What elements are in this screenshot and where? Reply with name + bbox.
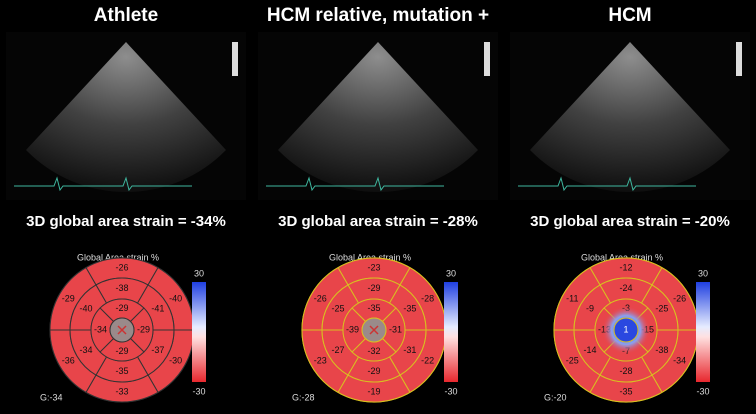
colorbar-min: -30 (192, 386, 205, 396)
segment-value: -29 (62, 293, 75, 303)
strain-label: 3D global area strain = -34% (26, 213, 226, 230)
segment-value: -41 (151, 304, 164, 314)
bullseye: -12-26-34-35-25-11-24-25-38-28-14-9-3-15… (553, 257, 699, 403)
segment-value: -12 (619, 262, 632, 272)
segment-value: -29 (367, 283, 380, 293)
segment-value: -9 (586, 304, 594, 314)
segment-value: -40 (169, 293, 182, 303)
segment-value: -35 (619, 386, 632, 396)
segment-value: -34 (94, 324, 107, 334)
apex-mark (117, 325, 127, 335)
echo-cone (278, 42, 478, 193)
bullseye: -26-40-30-33-36-29-38-41-37-35-34-40 -29-… (49, 257, 195, 403)
segment-value: -22 (421, 355, 434, 365)
bullseye: -23-28-22-19-23-26-29-35-31-29-27-25 -35-… (301, 257, 447, 403)
ecg-trace (14, 176, 192, 192)
segment-value: -34 (80, 345, 93, 355)
colorbar-max: 30 (698, 268, 708, 278)
segment-value: -26 (673, 293, 686, 303)
segment-value: -35 (115, 366, 128, 376)
segment-value: -26 (314, 293, 327, 303)
segment-value: -26 (115, 262, 128, 272)
apex-mark (369, 325, 379, 335)
segment-value: -25 (655, 304, 668, 314)
global-value: G:-20 (544, 392, 567, 402)
strain-label: 3D global area strain = -28% (278, 213, 478, 230)
plot-title: Global Area strain % (77, 252, 159, 262)
ecg-trace (266, 176, 444, 192)
segment-value: -36 (62, 355, 75, 365)
echo-cone (26, 42, 226, 193)
segment-value: -38 (655, 345, 668, 355)
panel-title: Athlete (94, 5, 158, 26)
apex (613, 317, 639, 343)
segment-value: -29 (115, 303, 128, 313)
colorbar-min: -30 (696, 386, 709, 396)
segment-value: -30 (169, 355, 182, 365)
colorbar (192, 282, 206, 382)
colorbar (444, 282, 458, 382)
colorbar-max: 30 (446, 268, 456, 278)
segment-value: -29 (367, 366, 380, 376)
echo-scale (484, 42, 490, 76)
segment-value: -31 (389, 324, 402, 334)
segment-value: -29 (115, 346, 128, 356)
segment-value: -28 (619, 366, 632, 376)
segment-value: -39 (346, 324, 359, 334)
segment-value: -31 (403, 345, 416, 355)
plot-title: Global Area strain % (581, 252, 663, 262)
segment-value: -32 (367, 346, 380, 356)
segment-value: -25 (332, 304, 345, 314)
segment-value: -35 (403, 304, 416, 314)
segment-value: -34 (673, 355, 686, 365)
panel-title: HCM relative, mutation + (267, 5, 489, 26)
echo-scale (232, 42, 238, 76)
segment-value: -29 (137, 324, 150, 334)
plot-title: Global Area strain % (329, 252, 411, 262)
segment-value: -23 (314, 355, 327, 365)
segment-value: -28 (421, 293, 434, 303)
colorbar-max: 30 (194, 268, 204, 278)
apex-value: 1 (623, 324, 628, 334)
segment-value: -27 (332, 345, 345, 355)
segment-value: -24 (619, 283, 632, 293)
segment-value: -37 (151, 345, 164, 355)
panel-title: HCM (608, 5, 651, 26)
segment-value: -38 (115, 283, 128, 293)
strain-label: 3D global area strain = -20% (530, 213, 730, 230)
segment-value: -23 (367, 262, 380, 272)
segment-value: -40 (80, 304, 93, 314)
colorbar-min: -30 (444, 386, 457, 396)
segment-value: -14 (584, 345, 597, 355)
ecg-trace (518, 176, 696, 192)
global-value: G:-28 (292, 392, 315, 402)
echo-scale (736, 42, 742, 76)
echo-cone (530, 42, 730, 193)
segment-value: -33 (115, 386, 128, 396)
segment-value: -35 (367, 303, 380, 313)
colorbar (696, 282, 710, 382)
global-value: G:-34 (40, 392, 63, 402)
segment-value: -25 (566, 355, 579, 365)
segment-value: -19 (367, 386, 380, 396)
segment-value: -11 (566, 293, 578, 303)
